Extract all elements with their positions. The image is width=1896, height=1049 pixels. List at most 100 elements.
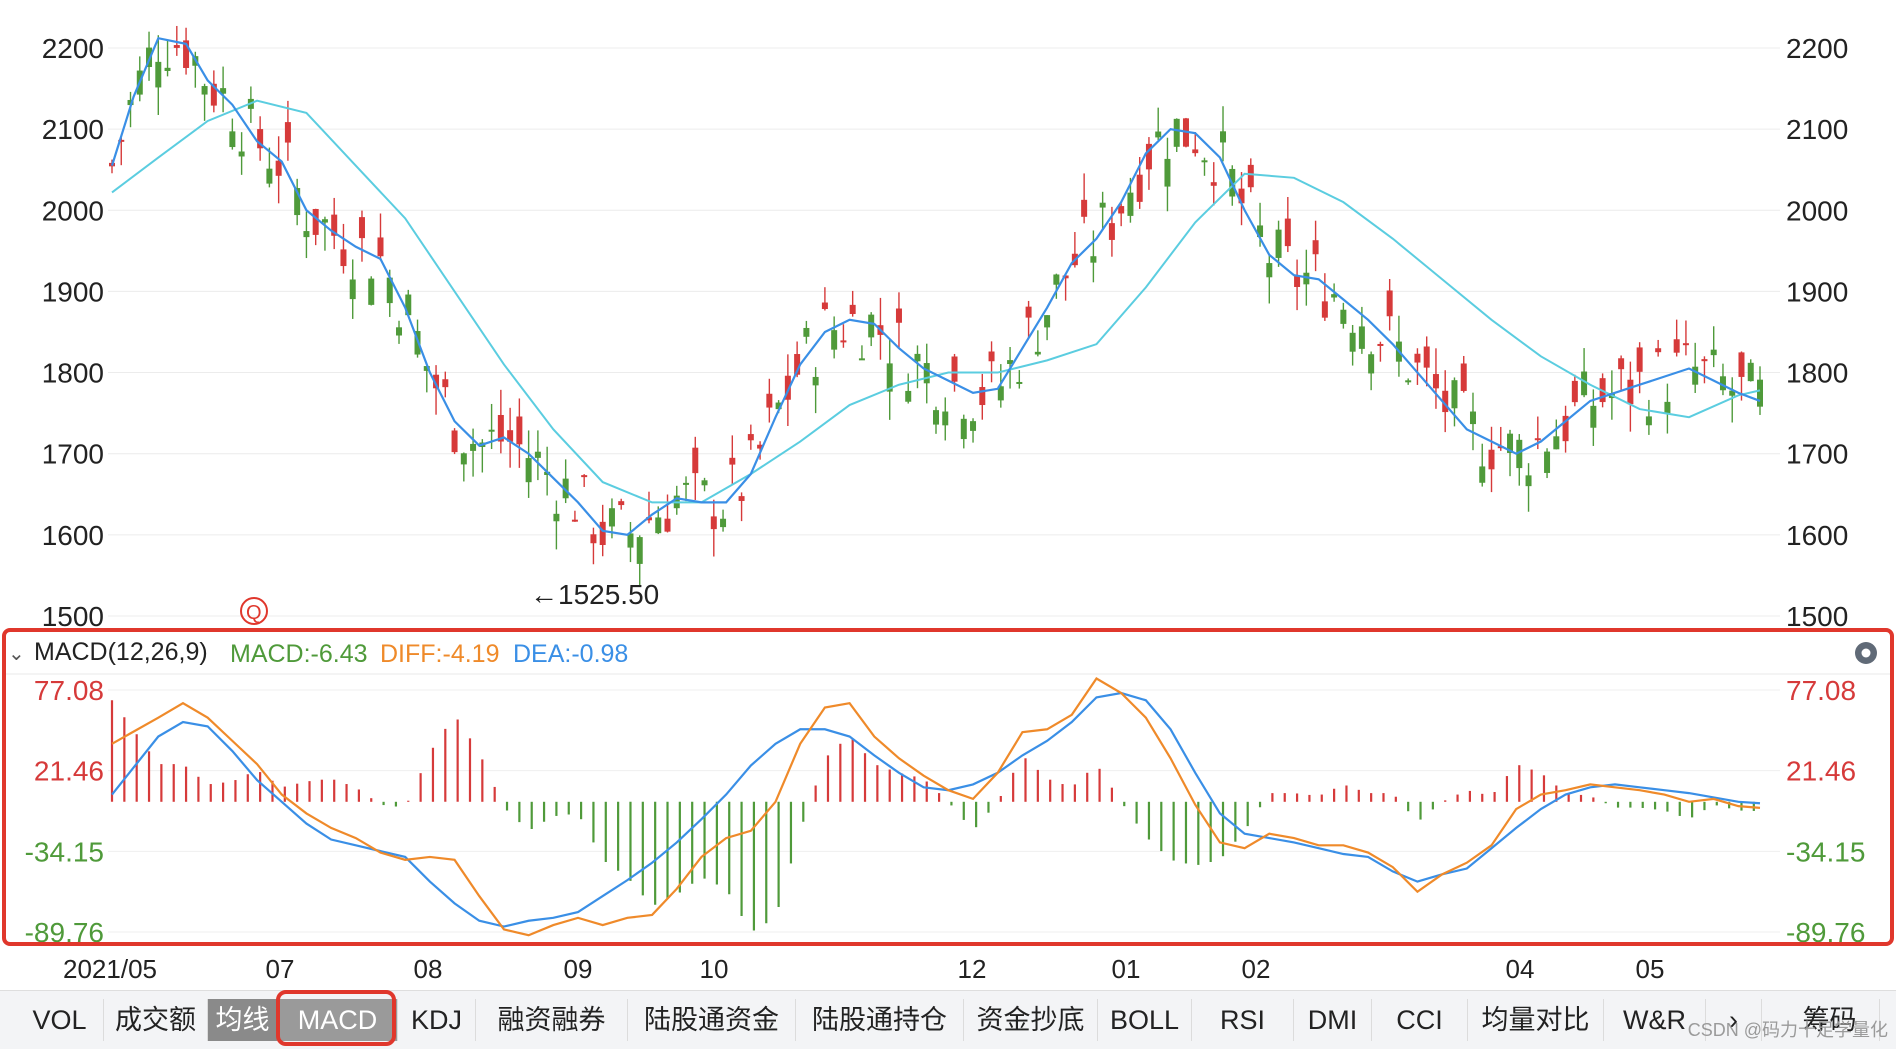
q-marker-icon — [240, 597, 268, 625]
macd-tick-left: 77.08 — [34, 675, 104, 706]
candle-body — [1562, 415, 1569, 442]
candle-body — [553, 513, 560, 522]
candle-body — [1062, 275, 1069, 279]
tab-3[interactable]: MACD — [278, 999, 398, 1041]
candle-body — [831, 330, 838, 350]
candle-body — [1729, 390, 1736, 396]
candle-body — [997, 386, 1004, 401]
candle-body — [1164, 158, 1171, 187]
tab-14[interactable]: W&R — [1604, 999, 1706, 1041]
candle-body — [1590, 405, 1597, 428]
price-tick-left: 2000 — [42, 195, 104, 226]
candle-body — [1710, 349, 1717, 356]
candle-body — [710, 516, 717, 530]
candle-body — [1331, 294, 1338, 298]
candle-body — [1127, 192, 1134, 216]
candle-body — [840, 340, 847, 343]
candle-body — [1155, 131, 1162, 138]
candle-body — [1525, 475, 1532, 487]
candle-body — [210, 83, 217, 106]
tab-6[interactable]: 陆股通资金 — [628, 999, 796, 1041]
candle-body — [608, 508, 615, 527]
candle-body — [655, 517, 662, 534]
tab-11[interactable]: DMI — [1294, 999, 1372, 1041]
chart-area: 1500 1500 1600 1600 1700 1700 1800 1800 1900 1900… — [6, 25, 1890, 984]
candle-body — [562, 478, 569, 499]
candle-body — [1321, 301, 1328, 318]
candle-body — [720, 518, 727, 528]
candle-body — [1692, 366, 1699, 385]
dea-line — [111, 691, 1761, 928]
candle-body — [914, 353, 921, 362]
candle-body — [1081, 199, 1088, 217]
x-tick-label: 12 — [958, 954, 987, 984]
candle-body — [886, 363, 893, 392]
tab-13[interactable]: 均量对比 — [1468, 999, 1604, 1041]
candle-body — [312, 208, 319, 235]
candle-body — [636, 537, 643, 564]
tab-15[interactable]: › — [1706, 999, 1762, 1041]
candle-body — [1303, 272, 1310, 285]
candle-body — [220, 88, 227, 94]
tab-16[interactable]: 筹码 — [1780, 999, 1880, 1041]
candle-body — [1025, 306, 1032, 318]
x-tick-label: 07 — [266, 954, 295, 984]
candle-body — [1701, 359, 1708, 362]
candle-body — [1738, 352, 1745, 377]
gear-icon[interactable] — [1855, 642, 1877, 664]
tab-5[interactable]: 融资融券 — [476, 999, 628, 1041]
candle-body — [1645, 416, 1652, 426]
candle-body — [794, 354, 801, 375]
candle-body — [1516, 439, 1523, 469]
candle-body — [905, 390, 912, 402]
tab-10[interactable]: RSI — [1192, 999, 1294, 1041]
candle-body — [405, 294, 412, 316]
low-price-annotation: ←1525.50 — [530, 579, 659, 610]
candle-body — [1507, 433, 1514, 453]
q-marker-label: Q — [246, 602, 262, 624]
price-tick-left: 1800 — [42, 358, 104, 389]
candle-body — [451, 430, 458, 453]
macd-tick-right: 21.46 — [1786, 756, 1856, 787]
tab-1[interactable]: 成交额 — [104, 999, 208, 1041]
moving-average-slow — [111, 99, 1761, 504]
candle-body — [1368, 354, 1375, 374]
price-tick-left: 1500 — [42, 601, 104, 632]
tab-8[interactable]: 资金抄底 — [964, 999, 1098, 1041]
price-tick-right: 2000 — [1786, 195, 1848, 226]
candle-body — [1432, 374, 1439, 389]
candle-body — [1192, 149, 1199, 154]
tab-9[interactable]: BOLL — [1098, 999, 1192, 1041]
candle-body — [701, 480, 708, 486]
price-tick-right: 2100 — [1786, 114, 1848, 145]
tab-0[interactable]: VOL — [16, 999, 104, 1041]
candle-body — [692, 447, 699, 474]
candle-body — [729, 457, 736, 465]
tab-4[interactable]: KDJ — [398, 999, 476, 1041]
candle-body — [979, 387, 986, 406]
price-tick-left: 1600 — [42, 520, 104, 551]
candle-body — [951, 356, 958, 382]
candle-body — [1053, 274, 1060, 285]
price-tick-right: 2200 — [1786, 33, 1848, 64]
tab-2[interactable]: 均线 — [208, 999, 278, 1041]
macd-grid: 77.08 77.08 21.46 21.46 -34.15 -34.15 -89.76 -8… — [25, 675, 1866, 948]
candle-body — [738, 496, 745, 501]
candle-body — [1044, 315, 1051, 328]
candle-body — [118, 139, 125, 142]
candle-body — [1423, 346, 1430, 368]
candle-body — [470, 443, 477, 451]
candle-body — [229, 131, 236, 148]
tab-7[interactable]: 陆股通持仓 — [796, 999, 964, 1041]
candle-body — [377, 237, 384, 257]
candle-body — [1469, 411, 1476, 425]
macd-tick-left: -89.76 — [25, 917, 104, 948]
candle-body — [488, 429, 495, 432]
tab-12[interactable]: CCI — [1372, 999, 1468, 1041]
candle-body — [1451, 380, 1458, 409]
candle-body — [858, 358, 865, 361]
candle-body — [1090, 256, 1097, 263]
candle-body — [146, 47, 153, 68]
candle-body — [757, 444, 764, 449]
candle-body — [1294, 275, 1301, 287]
